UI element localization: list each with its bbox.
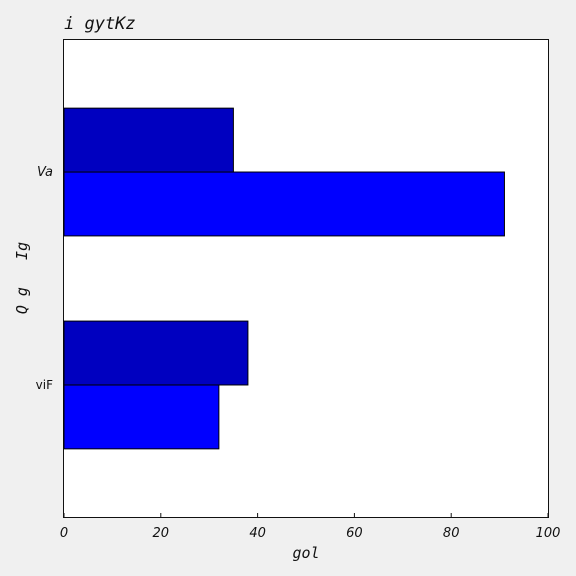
- x-ticks: 0 20 40 60 80 100: [60, 513, 561, 541]
- bar-viF-series-1: [63, 384, 220, 450]
- y-ticks: viF Va: [36, 165, 53, 392]
- x-tick-label: 40: [249, 526, 266, 541]
- bar-Va-series-2: [63, 107, 234, 173]
- bar-Va-series-1: [63, 171, 505, 237]
- x-tick-label: 80: [443, 526, 460, 541]
- x-tick-label: 100: [536, 526, 561, 541]
- x-tick-label: 20: [153, 526, 170, 541]
- x-tick-label: 0: [60, 526, 68, 541]
- y-tick-label-viF: viF: [36, 378, 53, 392]
- x-tick-label: 60: [346, 526, 363, 541]
- x-axis-label: gol: [292, 544, 319, 562]
- chart-title: i gytKz: [64, 14, 136, 34]
- bars-layer: [63, 107, 505, 450]
- bar-viF-series-2: [63, 320, 249, 386]
- y-axis-label: Q g Ig: [13, 242, 31, 314]
- y-tick-label-Va: Va: [37, 165, 53, 180]
